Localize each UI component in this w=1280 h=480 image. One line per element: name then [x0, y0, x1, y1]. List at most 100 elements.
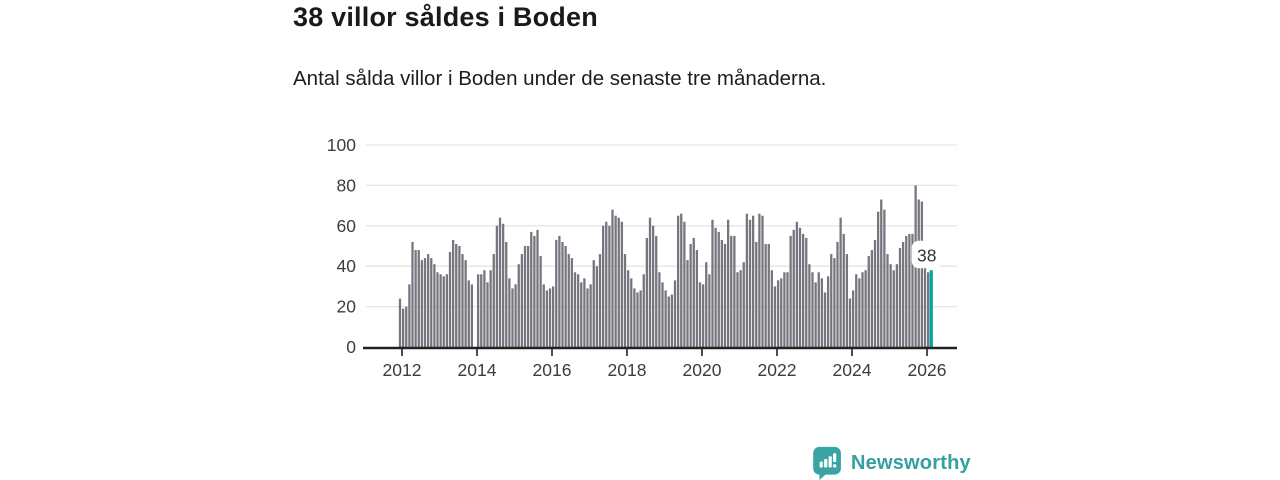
bar	[786, 272, 789, 347]
bar	[561, 241, 564, 347]
bar	[911, 233, 914, 347]
bar	[673, 280, 677, 347]
x-tick-label: 2020	[683, 360, 722, 380]
bar	[748, 219, 752, 347]
bar	[895, 264, 899, 347]
bar	[420, 260, 424, 347]
bar	[826, 276, 830, 347]
bar	[576, 274, 580, 347]
bar	[495, 225, 499, 347]
bar	[808, 264, 811, 347]
bar	[876, 211, 880, 347]
bar	[692, 237, 695, 347]
bar	[845, 254, 849, 347]
y-axis: 0 20 40 60 80 100	[327, 135, 356, 357]
bar	[401, 308, 405, 347]
bar	[745, 213, 749, 347]
x-tick-label: 2024	[833, 360, 872, 380]
bar	[476, 274, 480, 347]
bar	[901, 241, 905, 347]
bar	[751, 215, 755, 347]
bar	[461, 254, 464, 347]
x-tick-label: 2014	[458, 360, 497, 380]
bar	[430, 258, 433, 347]
bar	[664, 290, 667, 347]
bar	[805, 237, 808, 347]
bar	[830, 254, 833, 347]
bar	[783, 272, 786, 347]
bar	[505, 241, 508, 347]
x-axis: 2012 2014 2016 2018 2020 2022 2024 2026	[363, 346, 957, 380]
bar	[742, 262, 745, 347]
bar	[545, 290, 549, 347]
bar	[758, 213, 761, 347]
x-tick-label: 2018	[608, 360, 647, 380]
bar	[551, 286, 555, 347]
bar	[636, 292, 639, 347]
bar	[448, 252, 452, 347]
bar	[451, 239, 455, 347]
bar	[642, 274, 645, 347]
bar	[508, 278, 511, 347]
bar	[486, 282, 489, 347]
y-tick-label: 20	[337, 297, 357, 317]
bar	[455, 243, 458, 347]
x-tick-label: 2012	[383, 360, 422, 380]
bar	[558, 235, 561, 347]
bar	[655, 235, 658, 347]
newsworthy-logo[interactable]: Newsworthy	[812, 446, 971, 480]
bar	[611, 209, 614, 347]
bar	[755, 241, 758, 347]
bar	[686, 260, 689, 347]
bar	[880, 199, 883, 347]
bar	[548, 288, 552, 347]
bar	[464, 260, 467, 347]
bar	[855, 274, 858, 347]
bar	[883, 209, 886, 347]
bar	[730, 235, 733, 347]
bar	[533, 235, 536, 347]
bar	[773, 286, 777, 347]
bar	[870, 250, 874, 347]
bar	[905, 235, 908, 347]
bar	[667, 296, 670, 347]
bar	[820, 278, 824, 347]
bar	[920, 201, 924, 347]
bar	[767, 243, 770, 347]
bar	[733, 235, 736, 347]
bar	[433, 264, 436, 347]
last-value-annotation: 38	[911, 240, 942, 269]
bar	[564, 246, 567, 347]
bar	[864, 270, 867, 347]
bar	[811, 272, 814, 347]
bar	[817, 272, 820, 347]
bar	[739, 270, 742, 347]
bar	[608, 225, 611, 347]
bar	[889, 264, 892, 347]
brand-name: Newsworthy	[851, 451, 971, 474]
bar	[614, 215, 617, 347]
bar	[530, 231, 533, 347]
bar	[726, 219, 730, 347]
x-tick-label: 2026	[908, 360, 947, 380]
bar	[776, 280, 780, 347]
bar	[498, 217, 502, 347]
bar	[633, 288, 636, 347]
bar	[620, 221, 624, 347]
bar	[833, 258, 836, 347]
bar	[445, 274, 449, 347]
bar	[501, 223, 505, 347]
bar	[917, 199, 920, 347]
bar	[683, 221, 686, 347]
bar	[823, 292, 827, 347]
bar	[651, 225, 655, 347]
bar	[705, 262, 708, 347]
bar	[723, 243, 727, 347]
bar	[898, 248, 902, 347]
bar	[514, 284, 517, 347]
bar	[639, 290, 642, 347]
bar	[861, 272, 864, 347]
bar	[573, 272, 577, 347]
bar	[536, 229, 539, 347]
bar	[701, 284, 705, 347]
